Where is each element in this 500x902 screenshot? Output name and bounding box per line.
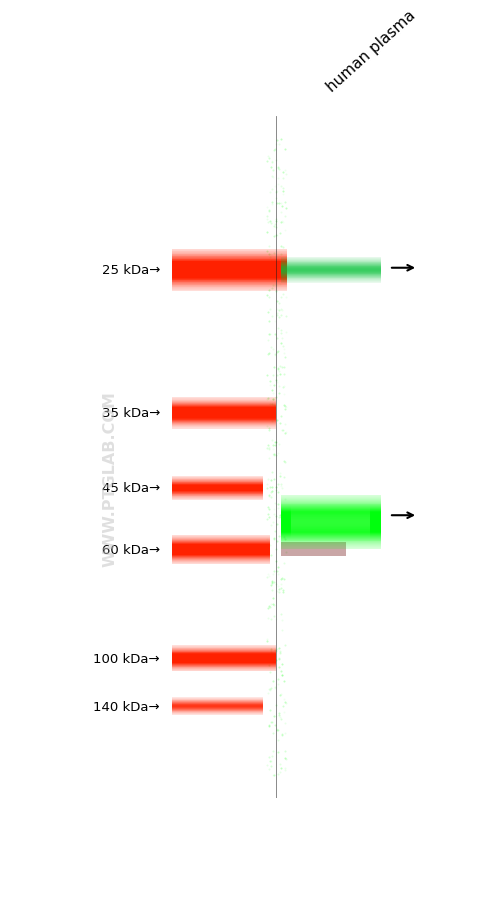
Text: 35 kDa→: 35 kDa→	[102, 407, 160, 420]
Text: 45 kDa→: 45 kDa→	[102, 482, 160, 495]
Text: WWW.PTGLAB.COM: WWW.PTGLAB.COM	[102, 391, 118, 566]
Text: 140 kDa→: 140 kDa→	[94, 700, 160, 713]
Text: human plasma: human plasma	[324, 7, 418, 95]
Text: 60 kDa→: 60 kDa→	[102, 543, 160, 557]
Text: 25 kDa→: 25 kDa→	[102, 264, 160, 277]
Bar	[280, 543, 346, 557]
Text: 100 kDa→: 100 kDa→	[94, 652, 160, 665]
